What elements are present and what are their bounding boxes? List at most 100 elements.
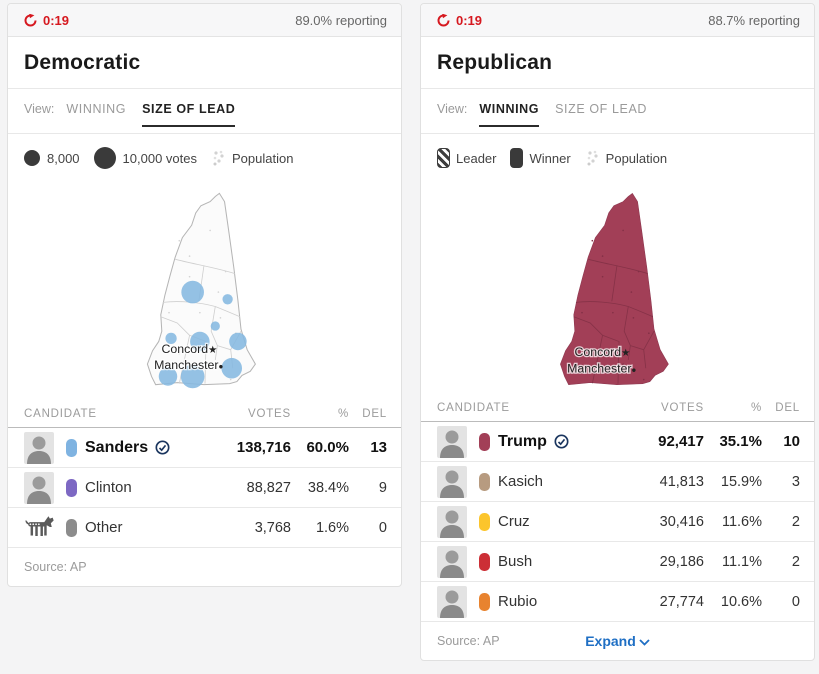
del-value: 9 <box>378 479 387 496</box>
del-value: 3 <box>791 473 800 490</box>
tab-size-of-lead[interactable]: SIZE OF LEAD <box>142 102 236 127</box>
header-votes: VOTES <box>248 407 291 420</box>
votes-value: 92,417 <box>658 433 704 450</box>
candidate-color-swatch <box>479 432 490 451</box>
timer-value: 0:19 <box>43 12 70 28</box>
source-attribution: Source: AP <box>24 560 87 574</box>
candidate-color-swatch <box>66 478 77 497</box>
candidate-name: Trump <box>498 433 569 451</box>
candidate-name: Other <box>85 519 123 536</box>
candidate-name: Clinton <box>85 479 132 496</box>
table-row: Other 3,768 1.6% 0 <box>8 508 401 548</box>
votes-value: 41,813 <box>659 473 704 490</box>
winner-check-icon <box>155 440 170 455</box>
population-label: Population <box>605 150 668 166</box>
tab-winning[interactable]: WINNING <box>479 102 540 127</box>
page-title: Republican <box>437 50 553 74</box>
votes-value: 27,774 <box>659 593 704 610</box>
tab-size-of-lead[interactable]: SIZE OF LEAD <box>555 102 648 116</box>
del-value: 0 <box>378 519 387 536</box>
city-label-manchester: Manchester● <box>154 358 223 372</box>
candidate-name: Cruz <box>498 513 530 530</box>
small-bubble-swatch <box>24 150 40 166</box>
refresh-icon <box>24 13 37 26</box>
panel-footer: Source: AP <box>8 548 401 586</box>
table-row: Clinton 88,827 38.4% 9 <box>8 468 401 508</box>
del-value: 2 <box>791 553 800 570</box>
democratic-donkey-icon <box>25 515 54 536</box>
candidate-name: Sanders <box>85 439 170 457</box>
source-attribution: Source: AP <box>437 634 500 648</box>
pct-value: 15.9% <box>720 473 762 490</box>
winner-label: Winner <box>529 150 571 166</box>
new-hampshire-map[interactable]: Concord★ Manchester● <box>115 179 295 397</box>
header-votes: VOTES <box>661 401 704 414</box>
large-bubble-label: 10,000 votes <box>122 150 197 166</box>
candidate-portrait <box>24 471 54 504</box>
header-del: DEL <box>362 407 387 420</box>
candidate-portrait <box>437 505 467 538</box>
leader-swatch <box>437 148 450 168</box>
pct-value: 11.1% <box>721 553 762 570</box>
state-map-republican: Concord★ Manchester● <box>421 177 814 394</box>
votes-value: 88,827 <box>246 479 291 496</box>
votes-value: 3,768 <box>254 519 291 536</box>
pct-value: 11.6% <box>721 513 762 530</box>
status-bar: 0:19 89.0% reporting <box>8 4 401 37</box>
del-value: 2 <box>791 513 800 530</box>
candidate-color-swatch <box>479 512 490 531</box>
city-label-concord: Concord★ <box>574 345 630 359</box>
population-dots-icon <box>213 150 224 165</box>
new-hampshire-map[interactable]: Concord★ Manchester● <box>528 179 708 394</box>
pct-value: 1.6% <box>315 519 349 536</box>
candidate-name: Bush <box>498 553 533 570</box>
city-label-manchester: Manchester● <box>567 361 636 375</box>
reporting-status: 88.7% reporting <box>708 12 800 28</box>
chevron-down-icon <box>639 639 650 646</box>
small-bubble-label: 8,000 <box>47 150 80 166</box>
city-label-concord: Concord★ <box>161 342 217 356</box>
panel-title-block: Democratic <box>8 37 401 89</box>
table-row: Rubio 27,774 10.6% 0 <box>421 582 814 622</box>
democratic-panel: 0:19 89.0% reporting Democratic View: WI… <box>7 3 402 587</box>
candidate-color-swatch <box>66 438 77 457</box>
winner-check-icon <box>554 434 569 449</box>
page-title: Democratic <box>24 50 141 74</box>
winner-legend: Leader Winner Population <box>421 139 814 177</box>
votes-value: 138,716 <box>236 439 291 456</box>
pct-value: 10.6% <box>720 593 762 610</box>
view-switcher: View: WINNING SIZE OF LEAD <box>8 89 401 134</box>
candidate-color-swatch <box>66 518 77 537</box>
table-header: CANDIDATE VOTES % DEL <box>8 400 401 428</box>
timer-value: 0:19 <box>456 12 483 28</box>
state-shape[interactable] <box>559 192 669 385</box>
panel-title-block: Republican <box>421 37 814 89</box>
tab-winning[interactable]: WINNING <box>66 102 127 116</box>
population-label: Population <box>232 150 294 166</box>
header-pct: % <box>750 401 762 414</box>
candidate-portrait <box>437 465 467 498</box>
header-candidate: CANDIDATE <box>437 401 510 414</box>
del-value: 13 <box>370 439 387 456</box>
view-label: View: <box>24 102 55 116</box>
candidate-name: Rubio <box>498 593 538 610</box>
expand-button[interactable]: Expand <box>421 633 814 649</box>
pct-value: 35.1% <box>719 433 762 450</box>
bubble-legend: 8,000 10,000 votes Population <box>8 139 401 177</box>
pct-value: 38.4% <box>307 479 349 496</box>
del-value: 10 <box>783 433 800 450</box>
winner-swatch <box>510 148 524 168</box>
table-row: Sanders 138,716 60.0% 13 <box>8 428 401 468</box>
candidate-portrait <box>437 545 467 578</box>
table-row: Bush 29,186 11.1% 2 <box>421 542 814 582</box>
candidate-portrait <box>437 585 467 618</box>
state-map-democratic: Concord★ Manchester● <box>8 177 401 400</box>
candidate-portrait <box>437 425 467 458</box>
candidate-name: Kasich <box>498 473 544 490</box>
del-value: 0 <box>791 593 800 610</box>
table-header: CANDIDATE VOTES % DEL <box>421 394 814 422</box>
status-bar: 0:19 88.7% reporting <box>421 4 814 37</box>
reporting-status: 89.0% reporting <box>295 12 387 28</box>
large-bubble-swatch <box>93 147 116 169</box>
